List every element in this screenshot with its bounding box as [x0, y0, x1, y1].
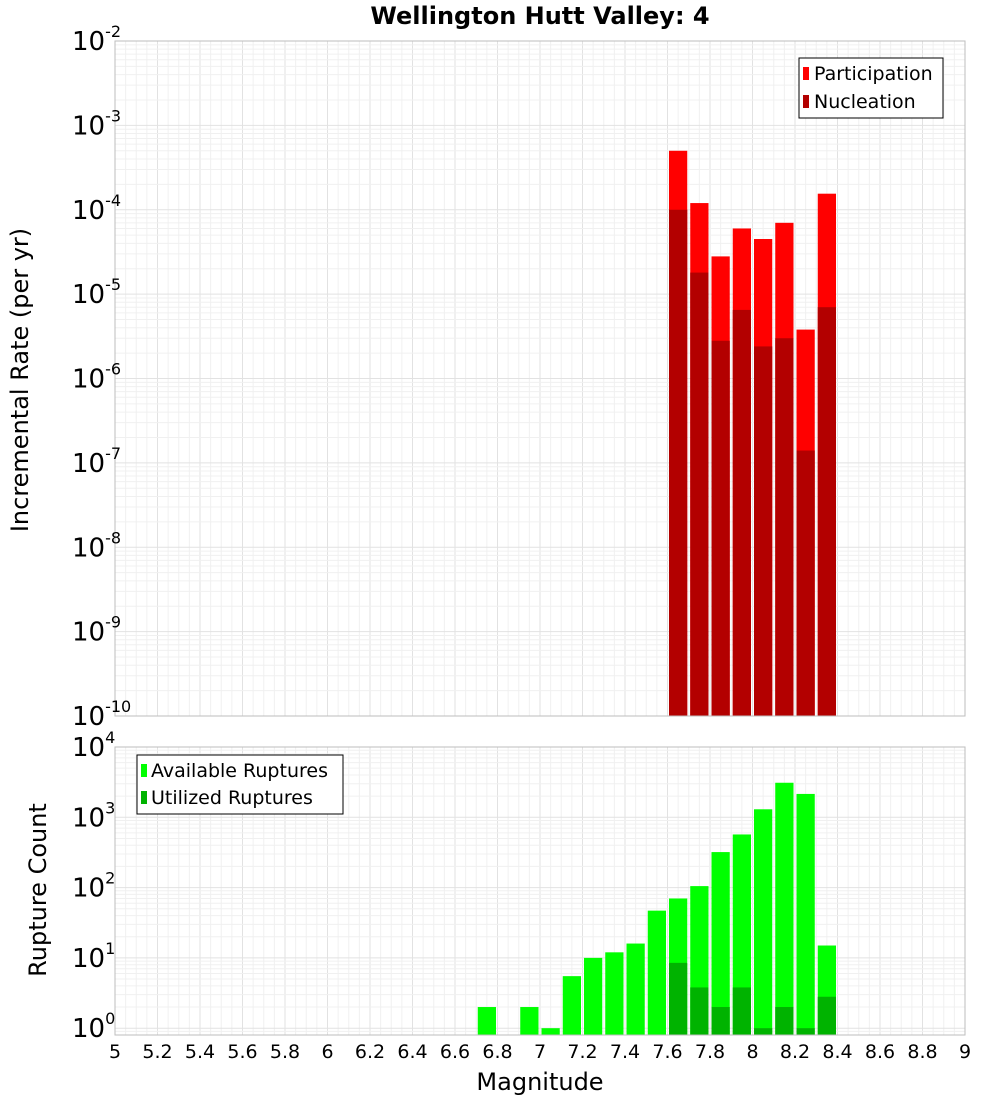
chart-title: Wellington Hutt Valley: 4: [370, 2, 709, 30]
magnitude-x-ticks: 5 5.2 5.4 5.6 5.8 6 6.2 6.4 6.6 6.8 7 7.2 7.4 7.6 7.8 8…: [109, 1041, 971, 1063]
legend-label-nucleation: Nucleation: [814, 91, 916, 113]
y-tick-label: 10-3: [72, 106, 121, 141]
y-tick-label: 103: [72, 798, 115, 833]
bar-available-ruptures: [584, 957, 603, 1035]
bar-utilized-ruptures: [711, 1007, 730, 1035]
x-tick-label: 6.4: [397, 1041, 427, 1063]
legend-swatch-nucleation: [803, 95, 809, 108]
bar-nucleation: [711, 340, 730, 716]
y-tick-label: 10-2: [72, 22, 121, 57]
x-tick-label: 8.8: [907, 1041, 937, 1063]
rupture-plot-frame: [114, 746, 966, 1036]
bar-nucleation: [775, 338, 794, 716]
x-tick-label: 8.2: [780, 1041, 810, 1063]
rupture-legend: Available Ruptures Utilized Ruptures: [136, 754, 344, 815]
x-tick-label: 7.6: [652, 1041, 682, 1063]
rate-plot-y-ticks: 10-10 10-9 10-8 10-7 10-6 10-5 10-4 10-3 10-2: [72, 22, 131, 732]
x-tick-label: 9: [959, 1041, 971, 1063]
rupture-count-plot: 100 101 102 103 104 5 5.2 5.4 5.6 5.8 6 6.2 6.4 6.6 6…: [24, 728, 971, 1096]
x-tick-label: 6.2: [355, 1041, 385, 1063]
rupture-plot-bars: [477, 782, 836, 1035]
x-tick-label: 8.6: [865, 1041, 895, 1063]
bar-available-ruptures: [605, 952, 624, 1035]
x-tick-label: 7.4: [610, 1041, 640, 1063]
x-tick-label: 5.2: [142, 1041, 172, 1063]
x-tick-label: 5: [109, 1041, 121, 1063]
bar-available-ruptures: [775, 782, 794, 1035]
x-tick-label: 7.2: [567, 1041, 597, 1063]
bar-utilized-ruptures: [775, 1007, 794, 1035]
bar-available-ruptures: [796, 793, 815, 1035]
x-tick-label: 5.8: [270, 1041, 300, 1063]
legend-label-available-ruptures: Available Ruptures: [151, 760, 328, 782]
bar-utilized-ruptures: [690, 987, 709, 1035]
rate-legend: Participation Nucleation: [798, 57, 944, 119]
rate-plot-frame: [114, 40, 966, 717]
bar-utilized-ruptures: [669, 962, 688, 1035]
y-tick-label: 100: [72, 1009, 115, 1044]
y-tick-label: 10-8: [72, 528, 121, 563]
y-tick-label: 10-7: [72, 444, 121, 479]
rate-legend-box: [798, 57, 944, 119]
x-tick-label: 5.4: [185, 1041, 215, 1063]
x-tick-label: 5.6: [227, 1041, 257, 1063]
rate-plot-grid: [114, 40, 966, 717]
bar-utilized-ruptures: [732, 987, 751, 1035]
bar-available-ruptures: [711, 852, 730, 1035]
x-tick-label: 7.8: [695, 1041, 725, 1063]
bar-available-ruptures: [626, 943, 645, 1035]
bar-nucleation: [669, 209, 688, 716]
bar-nucleation: [754, 346, 773, 716]
x-tick-label: 7: [534, 1041, 546, 1063]
x-tick-label: 8: [746, 1041, 758, 1063]
bar-available-ruptures: [754, 809, 773, 1035]
bar-utilized-ruptures: [796, 1028, 815, 1035]
rate-plot-bars: [669, 150, 836, 716]
x-tick-label: 8.4: [822, 1041, 852, 1063]
legend-swatch-utilized: [141, 791, 147, 804]
x-tick-label: 6: [321, 1041, 333, 1063]
legend-label-utilized-ruptures: Utilized Ruptures: [151, 787, 313, 809]
x-tick-label: 6.8: [482, 1041, 512, 1063]
y-tick-label: 10-5: [72, 275, 121, 310]
y-tick-label: 10-4: [72, 191, 121, 226]
rupture-plot-y-ticks: 100 101 102 103 104: [72, 728, 115, 1044]
x-axis-label: Magnitude: [476, 1068, 603, 1096]
bar-nucleation: [690, 272, 709, 716]
bar-available-ruptures: [541, 1028, 560, 1035]
rupture-y-axis-label: Rupture Count: [24, 803, 52, 977]
bar-nucleation: [817, 307, 836, 716]
y-tick-label: 102: [72, 869, 115, 904]
rupture-legend-box: [136, 754, 344, 815]
y-tick-label: 10-10: [72, 697, 131, 732]
y-tick-label: 101: [72, 939, 115, 974]
x-tick-label: 6.6: [440, 1041, 470, 1063]
bar-available-ruptures: [477, 1007, 496, 1035]
bar-utilized-ruptures: [754, 1028, 773, 1035]
bar-available-ruptures: [520, 1007, 539, 1035]
bar-nucleation: [732, 309, 751, 716]
legend-label-participation: Participation: [814, 63, 933, 85]
bar-available-ruptures: [562, 976, 581, 1035]
bar-utilized-ruptures: [817, 996, 836, 1035]
bar-available-ruptures: [647, 910, 666, 1035]
bar-nucleation: [796, 450, 815, 716]
legend-swatch-available: [141, 764, 147, 777]
y-tick-label: 10-9: [72, 613, 121, 648]
y-tick-label: 10-6: [72, 360, 121, 395]
legend-swatch-participation: [803, 67, 809, 80]
rate-plot: 10-10 10-9 10-8 10-7 10-6 10-5 10-4 10-3 10-2 In…: [6, 22, 966, 732]
rate-y-axis-label: Incremental Rate (per yr): [6, 228, 34, 532]
y-tick-label: 104: [72, 728, 115, 763]
bar-available-ruptures: [732, 834, 751, 1035]
